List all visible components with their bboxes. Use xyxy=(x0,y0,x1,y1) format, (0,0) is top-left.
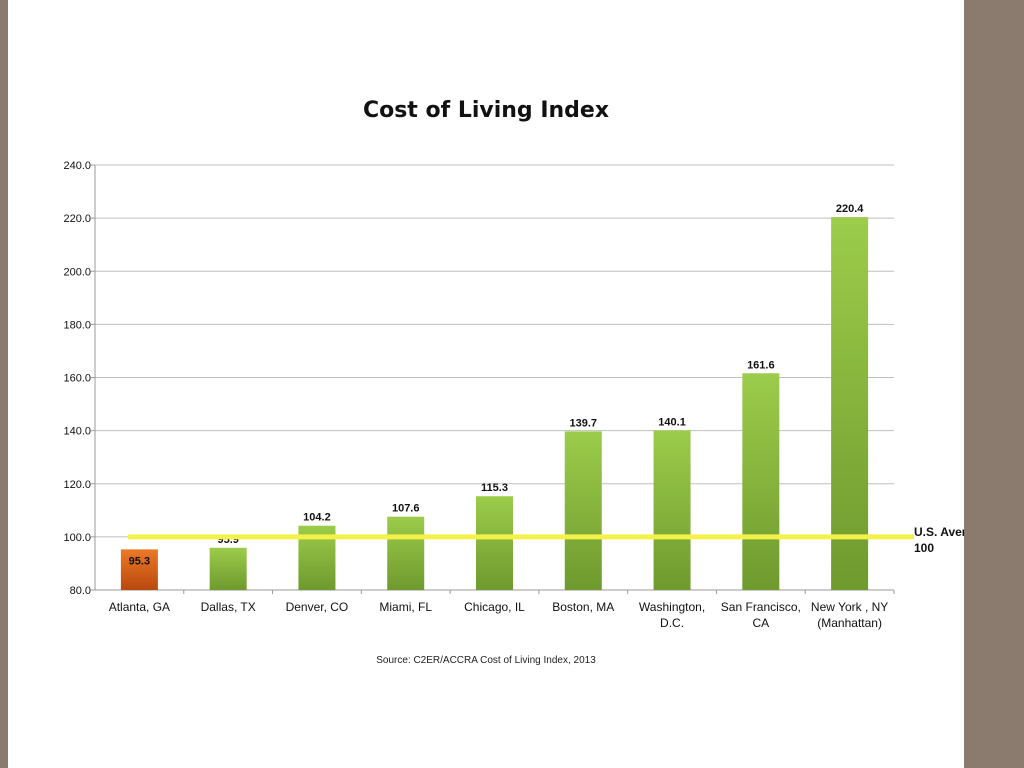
x-tick-label: Dallas, TX xyxy=(201,600,256,614)
bar-chart: 80.0 100.0 120.0 140.0 160.0 180.0 200.0 220.0 2… xyxy=(63,160,964,630)
y-tick-label: 80.0 xyxy=(70,585,91,597)
x-tick-label: Denver, CO xyxy=(286,600,349,614)
data-label: 107.6 xyxy=(392,503,420,515)
y-tick-label: 180.0 xyxy=(63,319,91,331)
bar xyxy=(564,431,602,590)
x-tick-label: New York , NY xyxy=(811,600,888,614)
slide: Cost of Living Index 80.0 100.0 120.0 140.0… xyxy=(8,0,964,768)
reference-label: 100 xyxy=(914,541,934,555)
data-label: 220.4 xyxy=(836,203,864,215)
bar xyxy=(120,549,158,590)
bar xyxy=(653,430,691,590)
reference-label: U.S. Average: xyxy=(914,525,964,539)
data-label: 139.7 xyxy=(570,417,598,429)
chart-title: Cost of Living Index xyxy=(362,98,610,123)
data-label: 115.3 xyxy=(481,482,508,494)
y-tick-label: 120.0 xyxy=(63,479,91,491)
data-label: 140.1 xyxy=(658,416,686,428)
bar xyxy=(476,496,513,590)
bar xyxy=(831,217,869,590)
y-tick-label: 100.0 xyxy=(63,532,91,544)
x-tick-label: Miami, FL xyxy=(379,600,432,614)
y-tick-label: 200.0 xyxy=(63,266,91,278)
x-tick-label: Boston, MA xyxy=(552,600,614,614)
x-tick-label: CA xyxy=(752,616,769,630)
x-tick-label: Washington, xyxy=(639,600,705,614)
x-tick-label: San Francisco, xyxy=(721,600,801,614)
x-tick-label: Atlanta, GA xyxy=(109,600,170,614)
data-label: 95.3 xyxy=(129,555,150,567)
bar xyxy=(742,373,780,590)
y-tick-label: 220.0 xyxy=(63,213,91,225)
y-tick-label: 240.0 xyxy=(63,160,91,172)
x-tick-label: Chicago, IL xyxy=(464,600,525,614)
data-label: 104.2 xyxy=(303,512,331,524)
x-tick-label: D.C. xyxy=(660,616,684,630)
bar xyxy=(209,547,247,590)
source-note: Source: C2ER/ACCRA Cost of Living Index,… xyxy=(376,655,596,666)
bar xyxy=(387,516,425,590)
y-tick-label: 160.0 xyxy=(63,373,91,385)
x-tick-label: (Manhattan) xyxy=(817,616,882,630)
y-tick-label: 140.0 xyxy=(63,426,91,438)
data-label: 161.6 xyxy=(747,359,775,371)
